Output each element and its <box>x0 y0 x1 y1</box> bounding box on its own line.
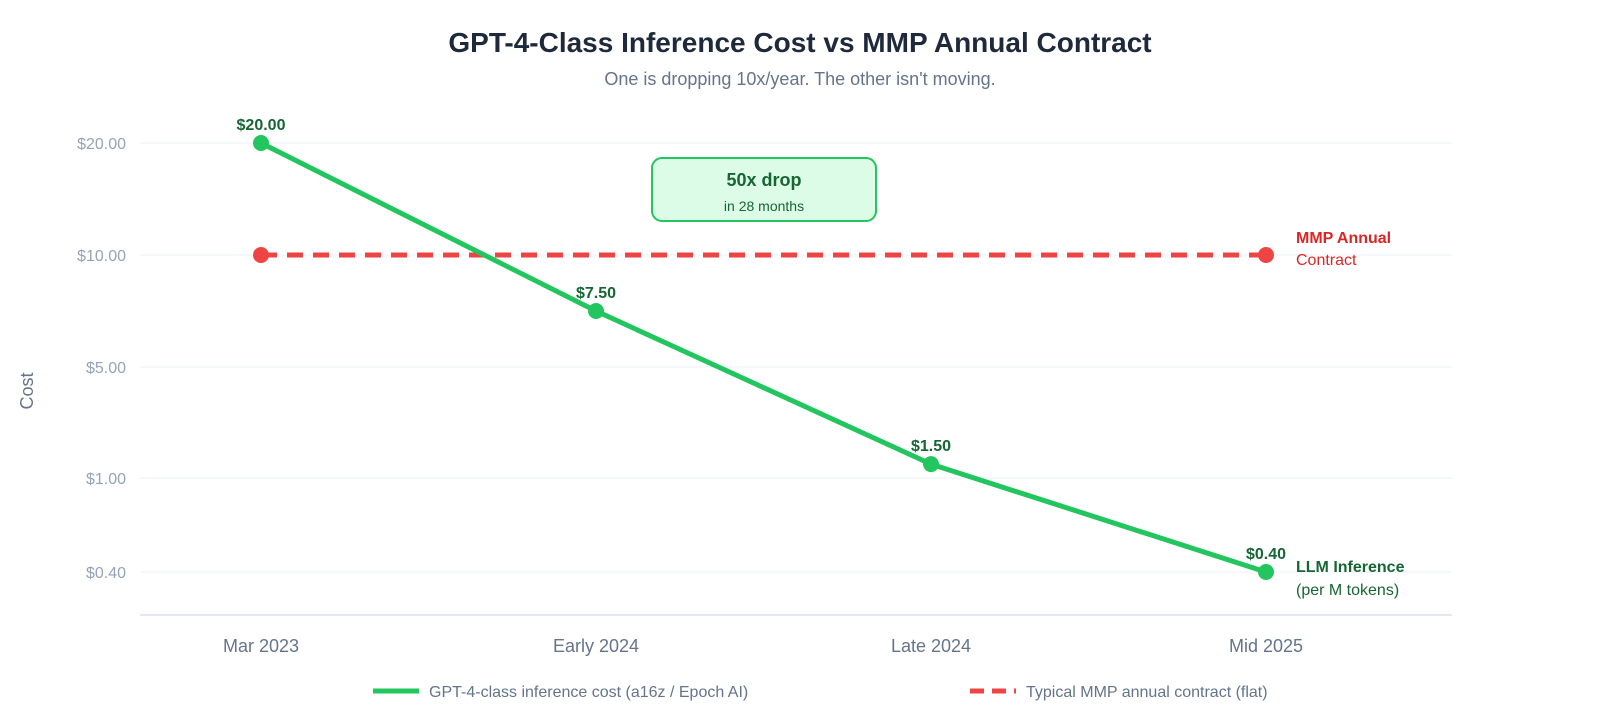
llm-data-label: $20.00 <box>237 117 286 134</box>
y-axis-ticks: $20.00 $10.00 $5.00 $1.00 $0.40 <box>77 136 126 582</box>
legend-label-llm: GPT-4-class inference cost (a16z / Epoch… <box>429 684 748 701</box>
annotation-box: 50x drop in 28 months <box>651 157 877 222</box>
x-tick-label: Late 2024 <box>891 636 971 656</box>
x-tick-label: Mid 2025 <box>1229 636 1303 656</box>
data-labels-layer: $20.00 $7.50 $1.50 $0.40 <box>237 117 1287 563</box>
y-tick-label: $20.00 <box>77 136 126 153</box>
llm-data-label: $7.50 <box>576 285 616 302</box>
y-tick-label: $1.00 <box>86 471 126 488</box>
annotation-title: 50x drop <box>726 170 801 190</box>
mmp-end-label-regular: Contract <box>1296 252 1357 269</box>
annotation-rect <box>651 157 877 222</box>
mmp-end-label-bold: MMP Annual <box>1296 230 1391 247</box>
y-tick-label: $5.00 <box>86 360 126 377</box>
series-end-labels: MMP Annual Contract LLM Inference (per M… <box>1296 230 1405 599</box>
x-axis-ticks: Mar 2023 Early 2024 Late 2024 Mid 2025 <box>223 636 1303 656</box>
llm-data-label: $1.50 <box>911 438 951 455</box>
y-axis-label: Cost <box>17 372 37 409</box>
legend-label-mmp: Typical MMP annual contract (flat) <box>1026 684 1268 701</box>
llm-point <box>588 303 604 319</box>
x-tick-label: Early 2024 <box>553 636 639 656</box>
llm-point <box>923 456 939 473</box>
x-tick-label: Mar 2023 <box>223 636 299 656</box>
llm-end-label-bold: LLM Inference <box>1296 559 1405 576</box>
chart-title: GPT-4-Class Inference Cost vs MMP Annual… <box>448 27 1151 58</box>
mmp-point <box>253 247 269 263</box>
chart-subtitle: One is dropping 10x/year. The other isn'… <box>604 69 995 89</box>
llm-point <box>1258 564 1274 580</box>
llm-data-label: $0.40 <box>1246 546 1286 563</box>
series-layer <box>253 135 1274 580</box>
llm-end-label-regular: (per M tokens) <box>1296 582 1399 599</box>
llm-point <box>253 135 269 151</box>
llm-series-line <box>259 140 1267 575</box>
annotation-subtitle: in 28 months <box>724 198 804 214</box>
y-tick-label: $0.40 <box>86 565 126 582</box>
y-tick-label: $10.00 <box>77 248 126 265</box>
legend: GPT-4-class inference cost (a16z / Epoch… <box>373 684 1268 701</box>
mmp-point <box>1258 247 1274 263</box>
